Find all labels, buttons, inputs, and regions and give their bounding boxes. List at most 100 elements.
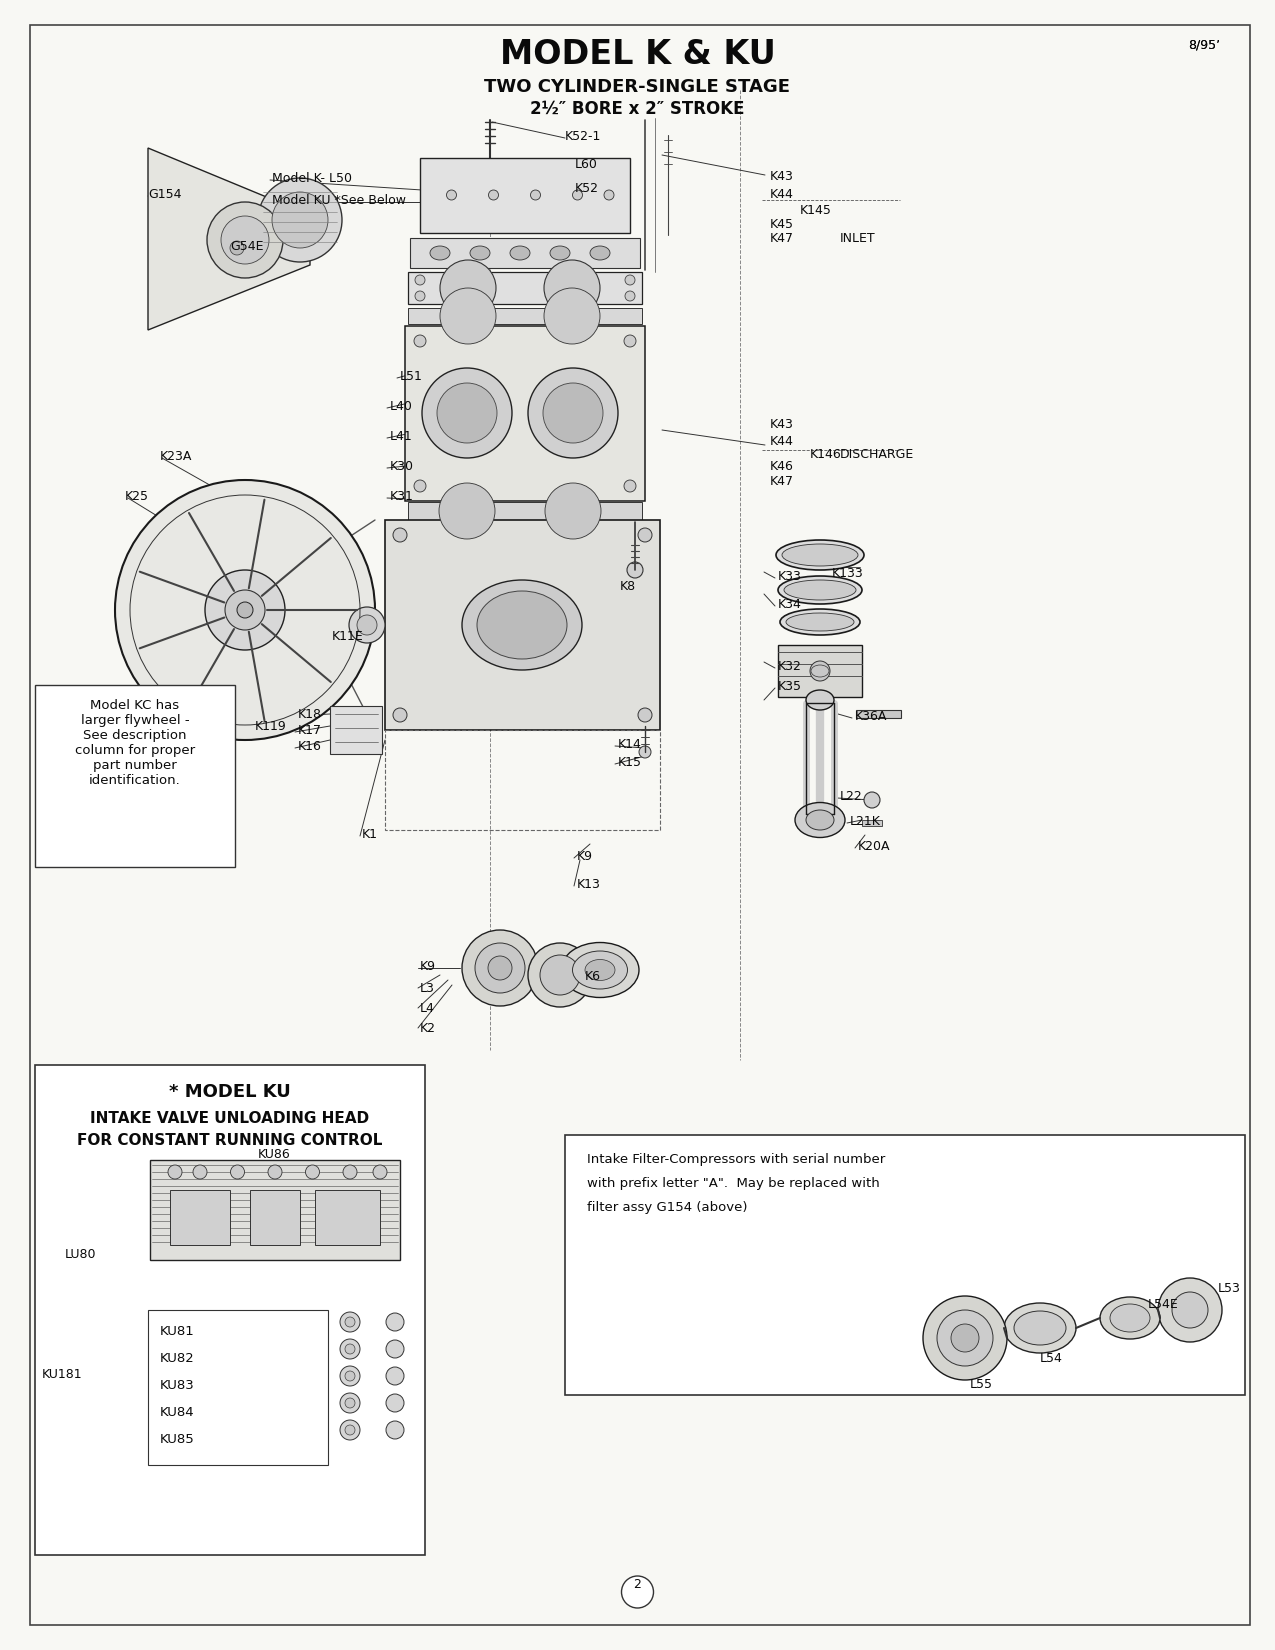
Text: K13: K13	[578, 878, 601, 891]
Circle shape	[340, 1366, 360, 1386]
Circle shape	[340, 1421, 360, 1440]
Ellipse shape	[785, 614, 854, 630]
Text: K16: K16	[298, 739, 321, 752]
Circle shape	[205, 569, 286, 650]
Bar	[565, 1135, 1244, 1394]
Circle shape	[414, 480, 426, 492]
Bar	[419, 158, 630, 233]
Circle shape	[207, 201, 283, 277]
Circle shape	[230, 241, 244, 256]
Circle shape	[437, 383, 497, 442]
Circle shape	[346, 1345, 354, 1355]
Bar	[148, 1310, 328, 1465]
Circle shape	[488, 190, 499, 200]
Text: L54: L54	[1040, 1351, 1063, 1365]
Circle shape	[623, 335, 636, 346]
Bar	[411, 238, 640, 267]
Ellipse shape	[806, 810, 834, 830]
Circle shape	[572, 190, 583, 200]
Text: K46: K46	[770, 460, 794, 474]
Text: L21K: L21K	[850, 815, 881, 828]
Circle shape	[638, 528, 652, 541]
Bar	[170, 1190, 230, 1246]
Text: K2: K2	[419, 1021, 436, 1035]
Text: K30: K30	[390, 460, 414, 474]
Text: FOR CONSTANT RUNNING CONTROL: FOR CONSTANT RUNNING CONTROL	[78, 1134, 382, 1148]
Circle shape	[374, 1165, 388, 1180]
Text: MODEL K & KU: MODEL K & KU	[500, 38, 775, 71]
Circle shape	[221, 216, 269, 264]
Text: K52-1: K52-1	[565, 130, 602, 144]
Circle shape	[937, 1310, 993, 1366]
Text: K34: K34	[778, 597, 802, 610]
Text: K6: K6	[585, 970, 601, 983]
Text: K145: K145	[799, 205, 831, 218]
Circle shape	[1172, 1292, 1207, 1328]
Circle shape	[544, 261, 601, 317]
Bar	[150, 1160, 400, 1261]
Circle shape	[414, 335, 426, 346]
Ellipse shape	[806, 690, 834, 710]
Text: L60: L60	[575, 158, 598, 172]
Bar	[330, 706, 382, 754]
Text: K31: K31	[390, 490, 414, 503]
Circle shape	[272, 191, 328, 248]
Ellipse shape	[572, 950, 627, 988]
Circle shape	[193, 1165, 207, 1180]
Circle shape	[386, 1313, 404, 1332]
Circle shape	[306, 1165, 320, 1180]
Ellipse shape	[796, 802, 845, 838]
Circle shape	[386, 1366, 404, 1384]
Ellipse shape	[510, 246, 530, 261]
Text: L22: L22	[840, 790, 863, 804]
Text: K44: K44	[770, 436, 794, 449]
Ellipse shape	[782, 544, 858, 566]
Text: Model K- L50: Model K- L50	[272, 172, 352, 185]
Circle shape	[414, 290, 425, 300]
Circle shape	[440, 289, 496, 343]
Text: Intake Filter-Compressors with serial number: Intake Filter-Compressors with serial nu…	[586, 1153, 885, 1167]
Circle shape	[541, 955, 580, 995]
Text: KU84: KU84	[159, 1406, 195, 1419]
Circle shape	[528, 944, 592, 1006]
Ellipse shape	[1014, 1312, 1066, 1345]
Text: KU82: KU82	[159, 1351, 195, 1365]
Bar	[385, 520, 660, 729]
Circle shape	[168, 1165, 182, 1180]
Text: 2: 2	[634, 1579, 641, 1592]
Bar	[408, 309, 643, 323]
Text: Model KU *See Below: Model KU *See Below	[272, 195, 405, 206]
Text: G154: G154	[148, 188, 181, 201]
Circle shape	[639, 746, 652, 757]
Circle shape	[393, 528, 407, 541]
Text: K18: K18	[298, 708, 323, 721]
Text: K15: K15	[618, 756, 643, 769]
Text: filter assy G154 (above): filter assy G154 (above)	[586, 1201, 747, 1214]
Polygon shape	[148, 148, 310, 330]
Circle shape	[237, 602, 252, 619]
Circle shape	[923, 1295, 1007, 1379]
Text: K23A: K23A	[159, 450, 193, 464]
Ellipse shape	[585, 960, 615, 980]
Text: K44: K44	[770, 188, 794, 201]
Circle shape	[488, 955, 513, 980]
Text: KU81: KU81	[159, 1325, 195, 1338]
Ellipse shape	[590, 246, 609, 261]
Circle shape	[268, 1165, 282, 1180]
Circle shape	[386, 1340, 404, 1358]
Text: K20A: K20A	[858, 840, 890, 853]
Circle shape	[357, 615, 377, 635]
Text: KU83: KU83	[159, 1379, 195, 1393]
Text: G54E: G54E	[230, 239, 264, 252]
Text: K1: K1	[362, 828, 377, 842]
Text: K8: K8	[620, 581, 636, 592]
Circle shape	[414, 276, 425, 285]
Bar	[315, 1190, 380, 1246]
Text: KU181: KU181	[42, 1368, 83, 1381]
Circle shape	[343, 1165, 357, 1180]
Circle shape	[621, 1576, 654, 1609]
Text: Model KC has
larger flywheel -
See description
column for proper
part number
ide: Model KC has larger flywheel - See descr…	[75, 700, 195, 787]
Ellipse shape	[1111, 1304, 1150, 1332]
Circle shape	[231, 1165, 245, 1180]
Circle shape	[346, 1398, 354, 1407]
